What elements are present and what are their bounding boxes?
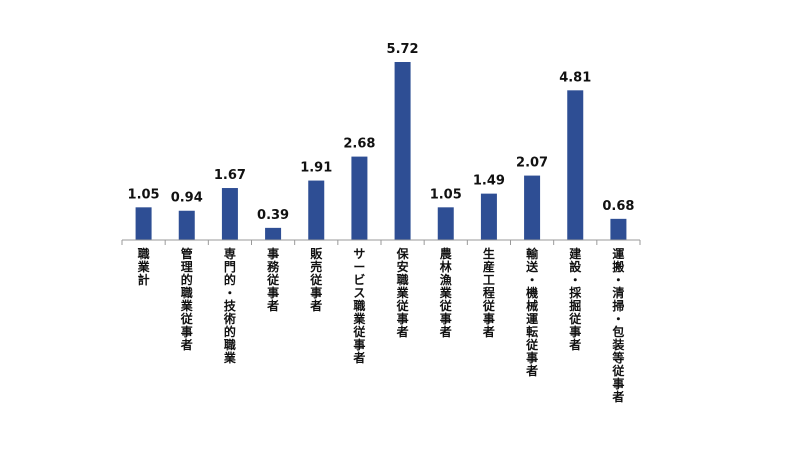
data-label-9: 1.49 — [473, 174, 505, 189]
data-label-10: 2.07 — [516, 156, 548, 171]
data-label-7: 5.72 — [387, 42, 419, 57]
bar-4 — [265, 227, 282, 240]
bar-11 — [567, 90, 584, 241]
bar-2 — [178, 210, 195, 240]
category-labels-group: 職業計 管理的職業従事者 専門的・技術的職業 事務従事者 販売従事者 サービス職業従事者 保… — [137, 246, 626, 404]
data-labels-group: 1.05 0.94 1.67 0.39 1.91 2.68 5.72 1.05 1.49 2.07… — [128, 42, 635, 223]
category-label-2: 管理的職業従事者 — [180, 246, 194, 352]
x-axis-ticks — [121, 240, 641, 245]
data-label-2: 0.94 — [171, 191, 203, 206]
data-label-5: 1.91 — [300, 161, 332, 176]
category-label-1: 職業計 — [137, 246, 151, 287]
bar-8 — [437, 207, 454, 240]
bar-1 — [135, 207, 152, 240]
bar-5 — [308, 180, 325, 240]
bar-7 — [394, 62, 411, 240]
category-label-5: 販売従事者 — [309, 246, 323, 313]
bar-12 — [610, 218, 627, 240]
data-label-11: 4.81 — [559, 70, 591, 85]
bar-9 — [480, 193, 497, 240]
data-label-6: 2.68 — [343, 137, 375, 152]
bar-6 — [351, 156, 368, 240]
bar-3 — [221, 188, 238, 240]
category-label-4: 事務従事者 — [266, 246, 280, 313]
data-label-3: 1.67 — [214, 168, 246, 183]
bars-group — [135, 62, 627, 241]
data-label-4: 0.39 — [257, 208, 289, 223]
category-label-3: 専門的・技術的職業 — [223, 246, 237, 365]
category-label-11: 建設・採掘従事者 — [568, 246, 582, 352]
category-label-6: サービス職業従事者 — [352, 247, 366, 365]
data-label-12: 0.68 — [602, 199, 634, 214]
data-label-8: 1.05 — [430, 187, 462, 202]
data-label-1: 1.05 — [128, 187, 160, 202]
bar-10 — [524, 175, 541, 240]
category-label-12: 運搬・清掃・包装等従事者 — [611, 247, 625, 404]
category-label-7: 保安職業従事者 — [396, 246, 410, 339]
category-label-9: 生産工程従事者 — [482, 246, 496, 339]
category-label-8: 農林漁業従事者 — [439, 246, 453, 339]
category-label-10: 輸送・機械運転従事者 — [525, 246, 539, 378]
